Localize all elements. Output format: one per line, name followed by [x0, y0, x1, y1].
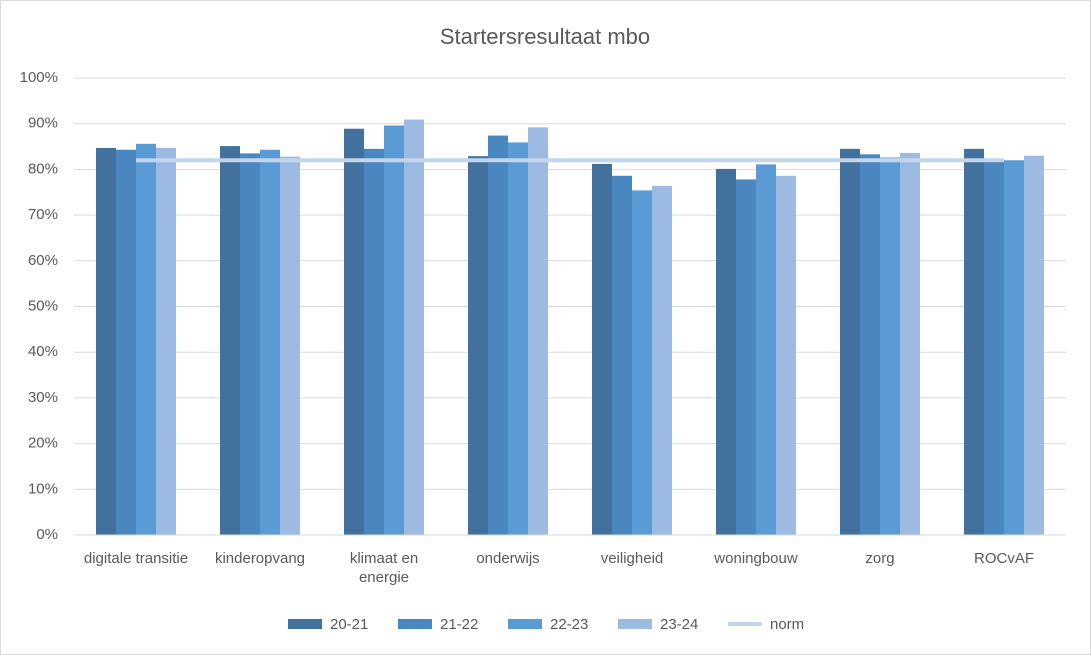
bar [736, 179, 756, 536]
bar [880, 157, 900, 535]
x-tick-label: woningbouw [714, 550, 798, 567]
bar [612, 175, 632, 535]
bar [280, 156, 300, 535]
bar [964, 148, 984, 535]
bar [900, 152, 920, 535]
bar [364, 148, 384, 535]
bar [652, 185, 672, 536]
legend-label: 23-24 [660, 616, 698, 633]
y-tick-label: 50% [28, 297, 58, 314]
bar [1004, 160, 1024, 535]
bar [384, 125, 404, 535]
bar [240, 153, 260, 535]
bar [528, 127, 548, 535]
bar [488, 135, 508, 535]
y-tick-label: 0% [36, 526, 58, 543]
x-tick-label: ROCvAF [974, 550, 1034, 567]
bar [1024, 155, 1044, 535]
bar [220, 146, 240, 535]
bar [468, 156, 488, 535]
legend-label: 22-23 [550, 616, 588, 633]
bar [592, 163, 612, 535]
bar [776, 175, 796, 535]
y-tick-label: 60% [28, 252, 58, 269]
bar [136, 143, 156, 536]
bar [984, 159, 1004, 535]
bar [116, 149, 136, 535]
legend-label: 21-22 [440, 616, 478, 633]
y-tick-label: 20% [28, 435, 58, 452]
x-tick-label: onderwijs [476, 550, 540, 567]
bar [508, 142, 528, 535]
bar [756, 164, 776, 536]
bar [860, 154, 880, 535]
y-tick-label: 90% [28, 115, 58, 132]
x-tick-label: klimaat en energie [349, 550, 419, 586]
y-tick-label: 70% [28, 206, 58, 223]
y-tick-label: 10% [28, 480, 58, 497]
y-tick-label: 30% [28, 389, 58, 406]
bar [156, 147, 176, 535]
legend-swatch [508, 619, 542, 629]
y-tick-label: 100% [20, 69, 58, 86]
legend-label: norm [770, 616, 804, 633]
y-tick-label: 40% [28, 343, 58, 360]
bar [632, 190, 652, 535]
chart-title: Startersresultaat mbo [440, 24, 650, 49]
x-tick-label: zorg [865, 550, 895, 567]
bar [260, 149, 280, 535]
x-tick-label: digitale transitie [83, 550, 189, 567]
bar [96, 147, 116, 535]
legend-label: 20-21 [330, 616, 368, 633]
legend-swatch [398, 619, 432, 629]
bar [344, 128, 364, 536]
bar [840, 148, 860, 535]
y-tick-label: 80% [28, 160, 58, 177]
x-tick-label: kinderopvang [214, 550, 306, 567]
bar [404, 119, 424, 535]
legend-swatch [288, 619, 322, 629]
legend-swatch [618, 619, 652, 629]
x-tick-label: veiligheid [600, 550, 664, 567]
bar [716, 168, 736, 535]
